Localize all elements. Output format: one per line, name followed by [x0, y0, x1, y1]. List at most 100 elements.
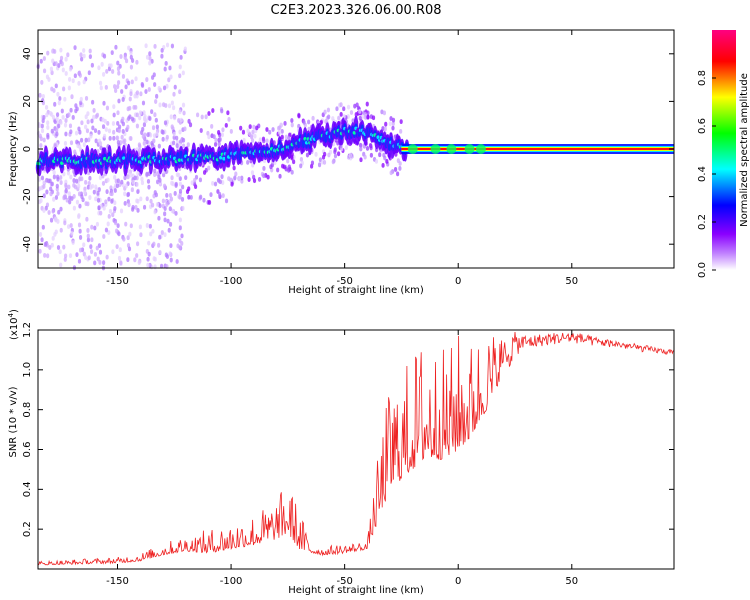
noise-point — [117, 231, 121, 237]
noise-point — [147, 251, 151, 257]
noise-point — [358, 142, 363, 148]
noise-point — [77, 183, 81, 189]
noise-point — [241, 129, 246, 135]
noise-point — [45, 112, 49, 118]
noise-point — [100, 61, 104, 67]
colorbar-tick-label: 0.0 — [697, 262, 708, 278]
noise-point — [118, 247, 122, 253]
x-tick-label: 0 — [455, 576, 461, 587]
noise-point — [154, 192, 158, 198]
noise-point — [104, 84, 108, 90]
spectrogram-x-ticks: -150 -100 -50 0 50 — [106, 30, 578, 287]
noise-point — [148, 223, 152, 229]
noise-point — [396, 171, 400, 177]
noise-point — [193, 177, 197, 183]
noise-point — [79, 137, 84, 143]
noise-point — [161, 136, 165, 142]
noise-point — [327, 152, 331, 158]
noise-point — [111, 121, 116, 126]
noise-point — [299, 163, 303, 169]
noise-point — [302, 119, 306, 125]
noise-point — [133, 257, 137, 263]
noise-point — [239, 125, 243, 131]
noise-point — [43, 242, 47, 247]
noise-point — [98, 80, 103, 86]
noise-point — [88, 195, 92, 200]
y-tick-label: -40 — [22, 236, 33, 252]
noise-point — [102, 53, 107, 59]
noise-point — [153, 82, 157, 87]
noise-point — [383, 126, 387, 132]
noise-point — [290, 169, 294, 175]
noise-point — [55, 112, 60, 118]
noise-point — [41, 224, 45, 230]
noise-point — [344, 145, 348, 151]
noise-point — [130, 187, 134, 193]
noise-point — [51, 58, 55, 64]
noise-point — [64, 71, 68, 76]
noise-point — [39, 136, 43, 142]
noise-point — [148, 55, 152, 61]
noise-point — [97, 130, 101, 135]
noise-point — [88, 54, 92, 60]
colorbar-ticks: 0.0 0.2 0.4 0.6 0.8 — [697, 70, 716, 278]
noise-point — [110, 50, 114, 56]
noise-point — [209, 192, 213, 198]
noise-point — [122, 139, 126, 145]
noise-point — [78, 176, 82, 182]
noise-point — [111, 69, 115, 74]
noise-point — [271, 127, 275, 132]
noise-point — [269, 164, 273, 170]
noise-point — [94, 138, 98, 144]
noise-point — [178, 217, 182, 223]
noise-point — [55, 183, 59, 189]
noise-point — [36, 130, 41, 136]
noise-point — [169, 74, 173, 80]
noise-point — [129, 54, 133, 60]
noise-point — [159, 263, 164, 269]
noise-point — [67, 184, 71, 190]
noise-point — [69, 223, 73, 228]
snr-panel: -150 -100 -50 0 50 0.2 0.4 0.6 0.8 1.0 1.2 Height… — [7, 309, 675, 596]
noise-point — [69, 140, 74, 146]
noise-point — [382, 110, 387, 116]
noise-point — [101, 181, 106, 186]
noise-point — [149, 132, 153, 138]
noise-point — [96, 197, 101, 203]
noise-point — [287, 167, 291, 173]
noise-point — [258, 137, 262, 143]
noise-point — [361, 114, 365, 120]
noise-point — [52, 196, 56, 202]
noise-point — [324, 119, 328, 124]
noise-point — [391, 117, 396, 123]
noise-point — [169, 243, 173, 249]
noise-point — [40, 123, 44, 129]
noise-point — [168, 221, 173, 227]
noise-point — [73, 45, 77, 50]
noise-point — [127, 202, 131, 208]
noise-point — [113, 206, 117, 211]
noise-point — [99, 85, 103, 91]
noise-point — [257, 177, 262, 182]
noise-point — [50, 86, 54, 92]
noise-point — [54, 83, 58, 89]
noise-point — [111, 212, 115, 218]
noise-point — [86, 237, 91, 243]
noise-point — [183, 46, 187, 52]
noise-point — [145, 77, 149, 82]
noise-point — [242, 137, 246, 143]
noise-point — [374, 159, 379, 164]
noise-point — [174, 210, 178, 216]
noise-point — [70, 231, 74, 236]
spectrogram-ridge — [35, 115, 674, 177]
noise-point — [106, 120, 110, 126]
noise-point — [67, 85, 71, 91]
tone-blob — [407, 144, 418, 154]
noise-point — [177, 172, 181, 178]
noise-point — [382, 152, 386, 158]
noise-point — [399, 129, 403, 134]
noise-point — [45, 189, 49, 195]
noise-point — [49, 191, 53, 197]
noise-point — [61, 67, 65, 73]
